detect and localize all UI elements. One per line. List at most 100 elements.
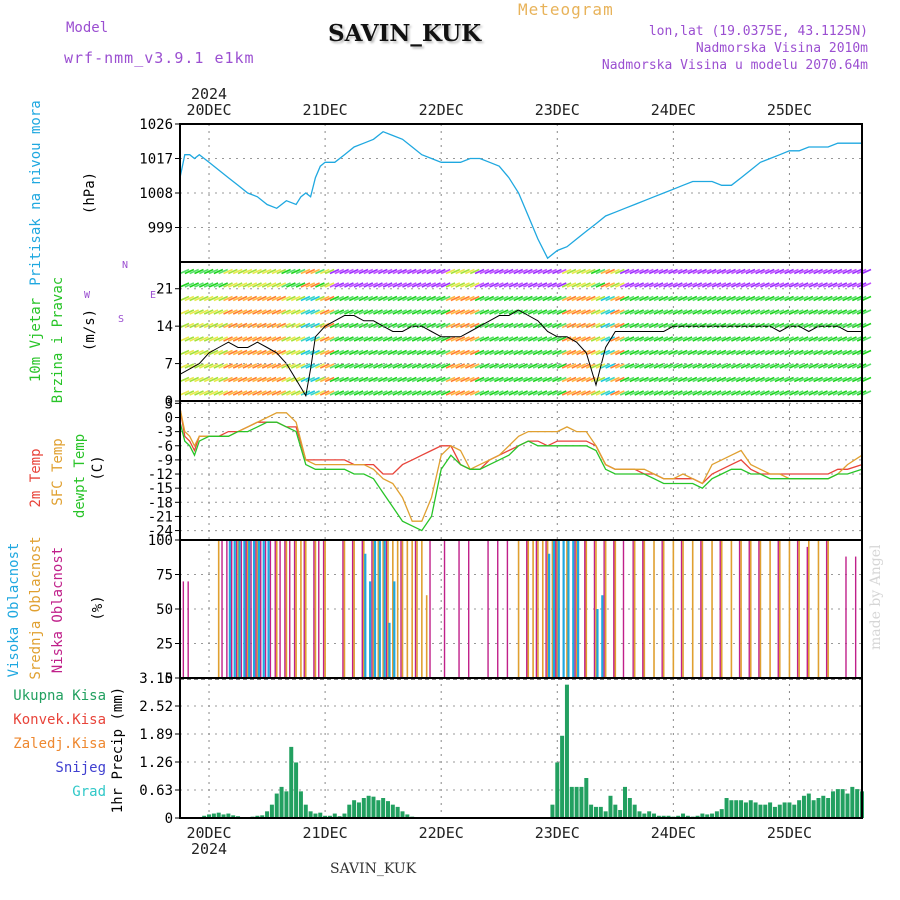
- precip-bar-3: [216, 812, 221, 818]
- compass-e: E: [150, 290, 156, 301]
- precip-bar-60: [627, 798, 632, 818]
- precip-bar-0: [202, 815, 207, 818]
- precip-bar-40: [395, 806, 400, 818]
- precip-bar-45: [555, 762, 560, 818]
- precip-bar-83: [739, 800, 744, 818]
- precip-bar-35: [371, 796, 376, 818]
- precip-bar-14: [269, 804, 274, 818]
- ytick-label-2-0: 3: [165, 396, 173, 412]
- day-label-bottom-0: 20DEC: [186, 824, 231, 842]
- precip-bar-84: [743, 802, 748, 818]
- precip-bar-71: [681, 813, 686, 818]
- ytick-label-2-3: -6: [156, 439, 173, 455]
- precip-bar-42: [405, 814, 410, 818]
- ytick-label-3-3: 75: [156, 568, 173, 584]
- precip-bar-93: [787, 802, 792, 818]
- temp-axis-title-sfc: SFC Temp: [50, 438, 66, 505]
- precip-bar-81: [729, 800, 734, 818]
- precip-bar-20: [298, 791, 303, 818]
- precip-bar-56: [608, 795, 613, 818]
- precip-bar-52: [589, 804, 594, 818]
- day-label-top-4: 24DEC: [651, 101, 696, 119]
- model-elevation-label: Nadmorska Visina u modelu 2070.64m: [601, 58, 868, 73]
- ytick-label-0-2: 1017: [139, 152, 173, 168]
- precip-bar-68: [666, 815, 671, 818]
- precip-bar-30: [347, 804, 352, 818]
- precip-bar-58: [618, 810, 623, 818]
- ytick-label-2-5: -12: [148, 467, 173, 483]
- precip-bar-99: [816, 798, 821, 818]
- ytick-label-2-9: -24: [148, 524, 173, 540]
- precip-bar-12: [260, 815, 265, 818]
- model-label: Model: [66, 20, 109, 36]
- day-label-top-5: 25DEC: [767, 101, 812, 119]
- panel-frame-0: [179, 123, 863, 263]
- day-label-bottom-2: 22DEC: [419, 824, 464, 842]
- ytick-label-3-2: 50: [156, 602, 173, 618]
- pressure-line: [179, 130, 862, 260]
- precip-bar-27: [332, 813, 337, 818]
- ytick-label-1-3: 21: [156, 282, 173, 298]
- temp-line-1: [179, 407, 863, 522]
- precip-bar-61: [632, 804, 637, 818]
- precip-bar-78: [714, 811, 719, 818]
- precip-bar-16: [279, 786, 284, 818]
- precip-bar-55: [603, 811, 608, 818]
- precip-bar-18: [289, 746, 294, 818]
- ytick-label-0-1: 1008: [139, 186, 173, 202]
- precip-bar-36: [376, 800, 381, 818]
- precip-bar-33: [361, 798, 366, 818]
- precip-bar-41: [400, 811, 405, 818]
- precip-bar-26: [327, 815, 332, 818]
- precip-bar-37: [381, 798, 386, 818]
- precip-bar-101: [826, 798, 831, 818]
- compass-s: S: [118, 314, 124, 325]
- temp-line-0: [179, 407, 863, 485]
- precip-bar-6: [231, 815, 236, 818]
- precip-legend-3: Snijeg: [55, 760, 106, 776]
- day-label-top-0: 20DEC: [186, 101, 231, 119]
- wind-unit: (m/s): [82, 309, 98, 351]
- precip-bar-103: [835, 789, 840, 818]
- elevation-label: Nadmorska Visina 2010m: [695, 41, 868, 56]
- day-label-bottom-3: 23DEC: [535, 824, 580, 842]
- product-title: Meteogram: [518, 0, 614, 19]
- precip-bar-67: [661, 815, 666, 818]
- precip-bar-13: [265, 811, 270, 818]
- ytick-label-3-1: 25: [156, 637, 173, 653]
- year-label-top: 2024: [191, 85, 227, 103]
- ytick-label-4-5: 3.15: [139, 671, 173, 687]
- precip-bar-65: [652, 813, 657, 818]
- ytick-label-2-2: -3: [156, 425, 173, 441]
- ytick-label-1-1: 7: [165, 357, 173, 373]
- precip-bar-85: [748, 800, 753, 818]
- precip-bar-19: [294, 762, 299, 818]
- ytick-label-2-6: -15: [148, 481, 173, 497]
- precip-bar-72: [685, 815, 690, 818]
- compass-n: N: [122, 260, 128, 271]
- ytick-label-3-4: 100: [148, 533, 173, 549]
- precip-bar-97: [806, 793, 811, 818]
- precip-bar-96: [801, 795, 806, 818]
- precip-bar-89: [768, 802, 773, 818]
- cloud-unit: (%): [90, 595, 106, 620]
- temp-line-2: [179, 421, 863, 532]
- precip-bar-66: [656, 815, 661, 818]
- pressure-axis-title: Pritisak na nivou mora: [28, 100, 44, 285]
- precip-bar-47: [564, 684, 569, 818]
- precip-bar-2: [211, 813, 216, 818]
- precip-bar-64: [647, 811, 652, 818]
- precip-bar-17: [284, 791, 289, 818]
- precip-bar-1: [207, 814, 212, 818]
- precip-bar-4: [221, 814, 226, 818]
- precip-bar-49: [574, 786, 579, 818]
- precip-bar-74: [695, 815, 700, 818]
- day-label-top-2: 22DEC: [419, 101, 464, 119]
- ytick-label-1-2: 14: [156, 319, 173, 335]
- precip-bar-46: [560, 735, 565, 818]
- precip-bar-80: [724, 798, 729, 818]
- precip-bar-75: [700, 813, 705, 818]
- wind-axis-subtitle: Brzina i Pravac: [50, 277, 66, 403]
- precip-bar-57: [613, 804, 618, 818]
- precip-bar-32: [356, 802, 361, 818]
